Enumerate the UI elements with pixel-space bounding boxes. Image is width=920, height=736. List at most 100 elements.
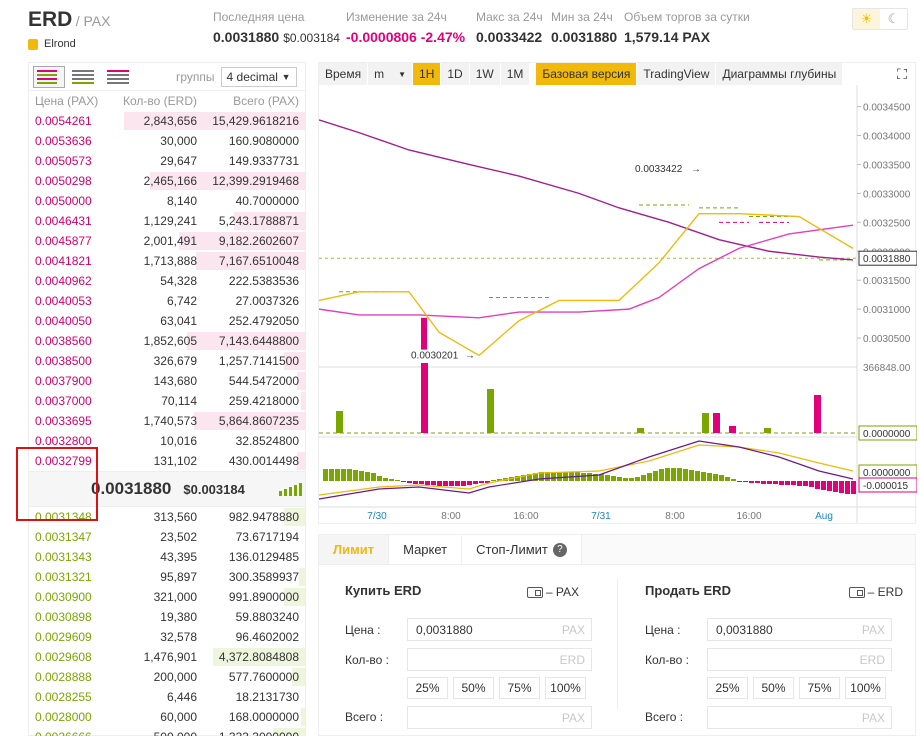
ask-row[interactable]: 0.0054261 2,843,656 15,429.9618216 [29, 111, 305, 131]
tab-limit[interactable]: Лимит [319, 535, 390, 564]
macd-bar [419, 481, 424, 484]
depth-chart-tab[interactable]: Диаграммы глубины [716, 63, 844, 85]
buy-title: Купить ERD [345, 583, 422, 598]
time-label: Время [319, 63, 369, 85]
ask-row[interactable]: 0.0053636 30,000 160.9080000 [29, 131, 305, 151]
stat-label: Последняя цена [213, 10, 305, 24]
ask-row[interactable]: 0.0037900 143,680 544.5472000 [29, 371, 305, 391]
wallet-currency: – ERD [867, 585, 903, 599]
sell-price-input[interactable]: 0,0031880 PAX [707, 618, 892, 641]
ask-row[interactable]: 0.0032800 10,016 32.8524800 [29, 431, 305, 451]
ask-row[interactable]: 0.0038500 326,679 1,257.7141500 [29, 351, 305, 371]
sell-total-input[interactable]: PAX [707, 706, 892, 729]
ask-row[interactable]: 0.0050573 29,647 149.9337731 [29, 151, 305, 171]
current-price-tag-label: 0.0031880 [863, 254, 911, 265]
buy-wallet[interactable]: – PAX [526, 585, 579, 599]
macd-bar [749, 481, 754, 483]
col-price: Цена (PAX) [35, 94, 99, 108]
ask-row[interactable]: 0.0046431 1,129,241 5,243.1788871 [29, 211, 305, 231]
bid-row[interactable]: 0.0030898 19,380 59.8803240 [29, 607, 305, 627]
ask-qty: 131,102 [153, 454, 197, 468]
sun-icon[interactable]: ☀ [853, 9, 880, 29]
ask-total: 160.9080000 [228, 134, 299, 148]
ask-row[interactable]: 0.0038560 1,852,605 7,143.6448800 [29, 331, 305, 351]
col-total: Всего (PAX) [233, 94, 299, 108]
macd-bar [431, 481, 436, 485]
macd-bar [437, 481, 442, 486]
ask-row[interactable]: 0.0040053 6,742 27.0037326 [29, 291, 305, 311]
sell-qty-input[interactable]: ERD [707, 648, 892, 671]
sell-50-button[interactable]: 50% [753, 677, 794, 699]
macd-bar [599, 474, 604, 481]
macd-bar [743, 481, 748, 482]
sell-percent-buttons: 25% 50% 75% 100% [707, 677, 886, 699]
bid-row[interactable]: 0.0029609 32,578 96.4602002 [29, 627, 305, 647]
macd-bar [545, 472, 550, 481]
ask-row[interactable]: 0.0037000 70,114 259.4218000 [29, 391, 305, 411]
bid-row[interactable]: 0.0029608 1,476,901 4,372.8084808 [29, 647, 305, 667]
interval-1w-button[interactable]: 1W [469, 63, 501, 85]
macd-bar [785, 481, 790, 485]
interval-1h-button[interactable]: 1H [413, 63, 442, 85]
interval-1d-button[interactable]: 1D [441, 63, 470, 85]
basic-version-tab[interactable]: Базовая версия [536, 63, 638, 85]
bid-row[interactable]: 0.0028255 6,446 18.2131730 [29, 687, 305, 707]
ask-price: 0.0037900 [35, 374, 92, 388]
bid-row[interactable]: 0.0031321 95,897 300.3589937 [29, 567, 305, 587]
interval-1m-button[interactable]: 1M [500, 63, 531, 85]
bid-row[interactable]: 0.0031347 23,502 73.6717194 [29, 527, 305, 547]
view-asks-button[interactable] [103, 66, 135, 88]
ask-row[interactable]: 0.0045877 2,001,491 9,182.2602607 [29, 231, 305, 251]
depth-bar [273, 728, 305, 736]
macd-bar [527, 474, 532, 481]
view-bids-button[interactable] [68, 66, 100, 88]
buy-75-button[interactable]: 75% [499, 677, 540, 699]
sell-wallet[interactable]: – ERD [848, 585, 903, 599]
coin-link[interactable]: Elrond [28, 38, 76, 50]
bid-row[interactable]: 0.0031343 43,395 136.0129485 [29, 547, 305, 567]
groups-value: 4 decimal [226, 69, 278, 84]
tab-market[interactable]: Маркет [389, 535, 463, 564]
buy-100-button[interactable]: 100% [545, 677, 586, 699]
buy-25-button[interactable]: 25% [407, 677, 448, 699]
sell-100-button[interactable]: 100% [845, 677, 886, 699]
ask-row[interactable]: 0.0040050 63,041 252.4792050 [29, 311, 305, 331]
volume-zero-label: 0.0000000 [863, 429, 911, 440]
bid-row[interactable]: 0.0028000 60,000 168.0000000 [29, 707, 305, 727]
bid-price: 0.0028255 [35, 690, 92, 704]
interval-minutes-button[interactable]: m ▼ [368, 63, 414, 85]
ask-total: 430.0014498 [228, 454, 299, 468]
bid-total: 982.9478880 [228, 510, 299, 524]
groups-select[interactable]: 4 decimal ▼ [220, 66, 297, 87]
buy-qty-input[interactable]: ERD [407, 648, 592, 671]
theme-switch[interactable]: ☀ ☾ [852, 8, 908, 30]
stat-value: 0.0033422 [476, 29, 543, 45]
ask-price: 0.0037000 [35, 394, 92, 408]
tab-stop-limit[interactable]: Стоп-Лимит? [462, 535, 582, 564]
ask-row[interactable]: 0.0041821 1,713,888 7,167.6510048 [29, 251, 305, 271]
buy-total-input[interactable]: PAX [407, 706, 592, 729]
ask-row[interactable]: 0.0032799 131,102 430.0014498 [29, 451, 305, 471]
sell-75-button[interactable]: 75% [799, 677, 840, 699]
moon-icon[interactable]: ☾ [887, 11, 900, 26]
bid-row[interactable]: 0.0026666500,0001,333.3000000 [29, 727, 305, 736]
bid-row[interactable]: 0.0030900 321,000 991.8900000 [29, 587, 305, 607]
view-both-button[interactable] [33, 65, 65, 88]
buy-50-button[interactable]: 50% [453, 677, 494, 699]
price-tick-label: 0.0030500 [863, 334, 911, 345]
macd-bar [839, 481, 844, 493]
buy-price-input[interactable]: 0,0031880 PAX [407, 618, 592, 641]
bid-row[interactable]: 0.0028888 200,000 577.7600000 [29, 667, 305, 687]
expand-icon[interactable]: ⛶ [897, 65, 907, 82]
ask-row[interactable]: 0.0040962 54,328 222.5383536 [29, 271, 305, 291]
ask-row[interactable]: 0.0050298 2,465,166 12,399.2919468 [29, 171, 305, 191]
info-icon[interactable]: ? [552, 542, 567, 557]
tradingview-tab[interactable]: TradingView [637, 63, 717, 85]
bid-row[interactable]: 0.0031348 313,560 982.9478880 [29, 507, 305, 527]
buy-qty-label: Кол-во : [345, 653, 389, 667]
ask-row[interactable]: 0.0050000 8,140 40.7000000 [29, 191, 305, 211]
price-tick-label: 0.0034500 [863, 103, 911, 114]
chart-canvas[interactable]: 0.0034500 0.0034000 0.0033500 0.0033000 0.00… [318, 85, 918, 523]
ask-row[interactable]: 0.0033695 1,740,573 5,864.8607235 [29, 411, 305, 431]
sell-25-button[interactable]: 25% [707, 677, 748, 699]
